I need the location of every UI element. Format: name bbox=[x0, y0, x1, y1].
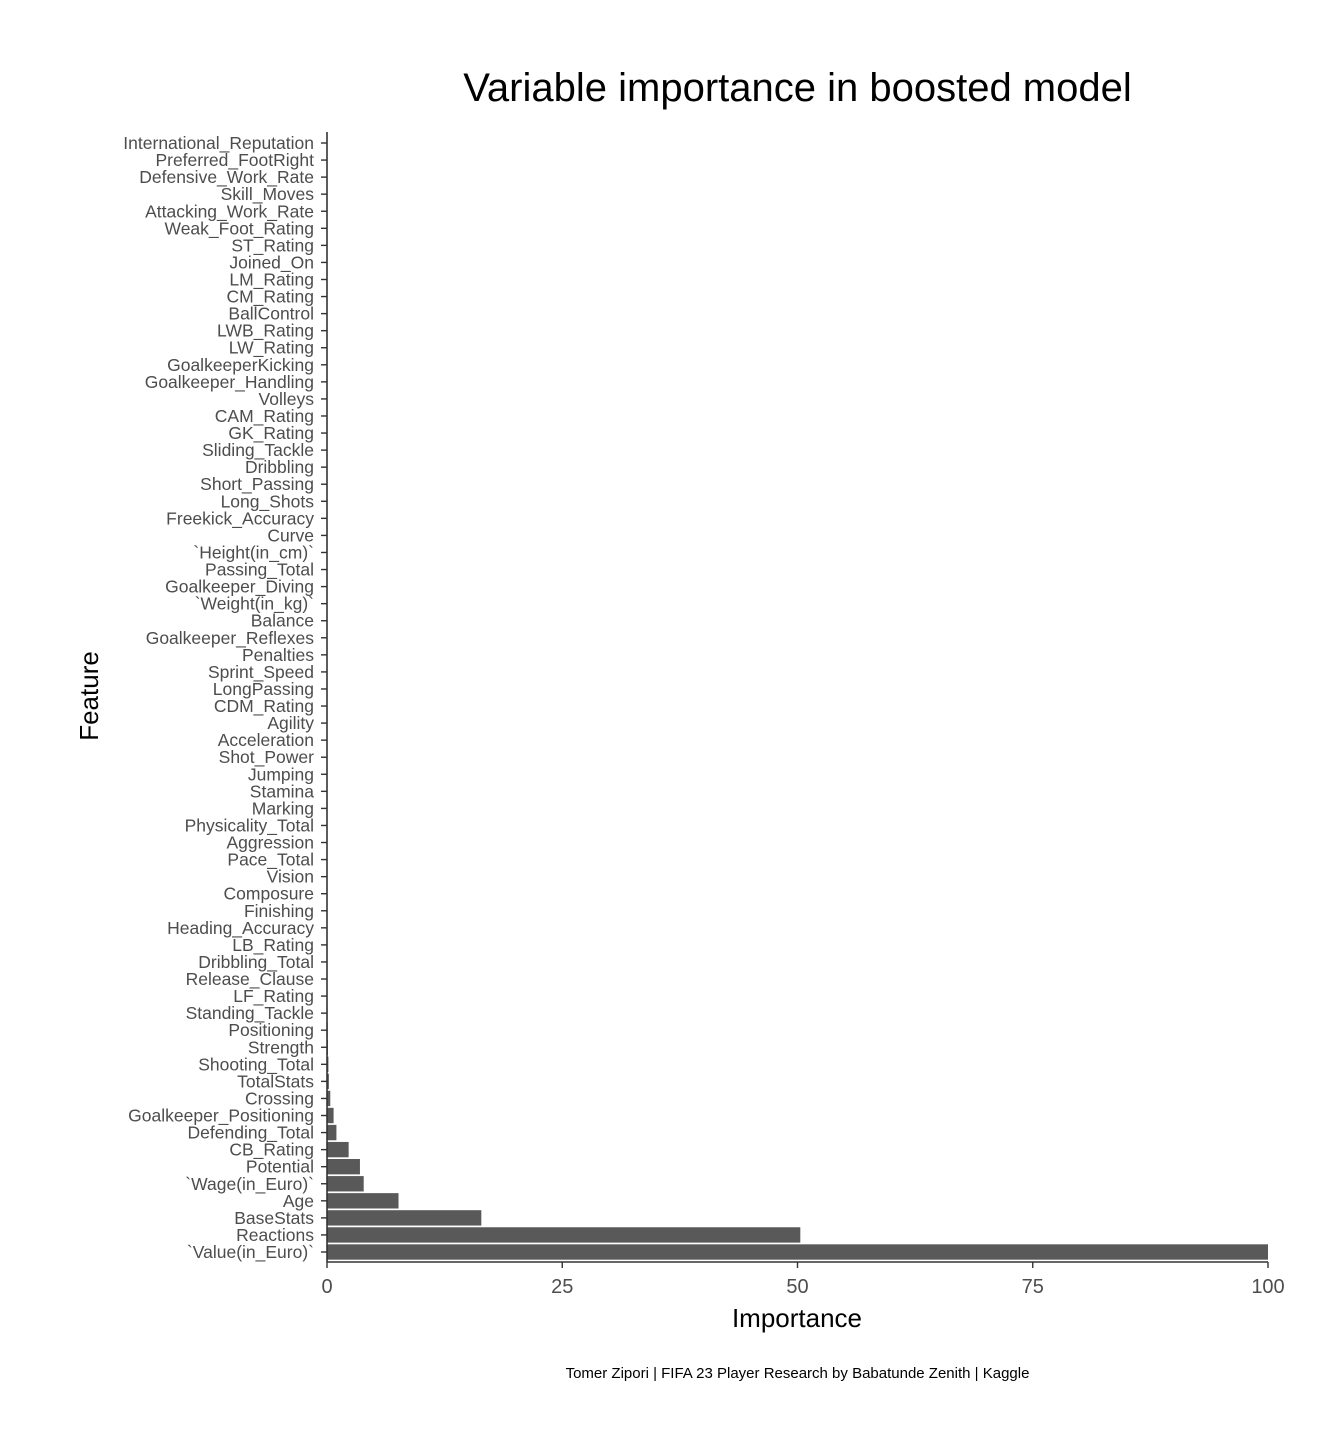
bar bbox=[327, 1159, 360, 1175]
y-tick-label: Pace_Total bbox=[227, 850, 314, 871]
x-tick-label: 25 bbox=[551, 1276, 573, 1298]
bar bbox=[327, 1227, 801, 1243]
y-tick-label: Stamina bbox=[250, 781, 314, 801]
y-tick-label: Agility bbox=[267, 713, 314, 733]
y-tick-label: LWB_Rating bbox=[217, 321, 314, 342]
y-tick-label: Acceleration bbox=[218, 730, 314, 750]
y-tick-label: GoalkeeperKicking bbox=[167, 355, 314, 375]
y-tick-label: Goalkeeper_Positioning bbox=[128, 1106, 314, 1127]
y-tick-label: Composure bbox=[224, 884, 314, 904]
y-tick-label: Preferred_FootRight bbox=[155, 150, 314, 171]
y-tick-label: Short_Passing bbox=[200, 474, 314, 495]
y-tick-label: BallControl bbox=[228, 304, 314, 324]
y-tick-label: Long_Shots bbox=[221, 491, 315, 512]
y-tick-label: Goalkeeper_Handling bbox=[145, 372, 314, 393]
bar bbox=[327, 1141, 349, 1158]
y-tick-label: Reactions bbox=[236, 1225, 314, 1245]
y-tick-label: Skill_Moves bbox=[221, 184, 315, 205]
y-tick-label: Freekick_Accuracy bbox=[166, 508, 314, 529]
y-tick-label: Defending_Total bbox=[188, 1123, 314, 1144]
bar bbox=[327, 1210, 482, 1226]
bar bbox=[327, 1107, 334, 1124]
y-tick-label: `Weight(in_kg)` bbox=[195, 594, 314, 615]
y-axis: International_ReputationPreferred_FootRi… bbox=[123, 132, 328, 1263]
y-tick-label: Volleys bbox=[259, 389, 315, 409]
y-tick-label: Goalkeeper_Reflexes bbox=[146, 628, 315, 649]
y-tick-label: Positioning bbox=[228, 1020, 314, 1040]
y-tick-label: Physicality_Total bbox=[185, 815, 314, 836]
y-tick-label: Passing_Total bbox=[205, 560, 314, 581]
y-tick-label: Attacking_Work_Rate bbox=[145, 201, 314, 222]
bar bbox=[327, 1244, 1268, 1260]
bar bbox=[327, 1176, 364, 1192]
y-tick-label: CDM_Rating bbox=[214, 696, 314, 717]
y-tick-label: Crossing bbox=[245, 1088, 314, 1108]
y-tick-label: International_Reputation bbox=[123, 133, 314, 154]
y-tick-label: Shooting_Total bbox=[198, 1054, 314, 1075]
x-axis: 0 25 50 75 100 bbox=[321, 1261, 1285, 1298]
y-tick-label: BaseStats bbox=[234, 1208, 314, 1228]
y-tick-label: Penalties bbox=[242, 645, 314, 665]
x-tick-label: 0 bbox=[321, 1276, 332, 1298]
y-tick-label: Age bbox=[283, 1191, 314, 1211]
y-tick-label: Dribbling_Total bbox=[198, 952, 314, 973]
x-tick-label: 75 bbox=[1022, 1276, 1044, 1298]
y-axis-label: Feature bbox=[74, 651, 104, 741]
y-tick-label: `Height(in_cm)` bbox=[193, 542, 314, 563]
x-axis-label: Importance bbox=[732, 1303, 862, 1333]
chart-title: Variable importance in boosted model bbox=[463, 66, 1132, 110]
y-tick-label: Release_Clause bbox=[186, 969, 314, 990]
y-tick-label: LW_Rating bbox=[229, 338, 314, 359]
y-tick-label: LongPassing bbox=[213, 679, 314, 699]
y-tick-label: Dribbling bbox=[245, 457, 314, 477]
bars-group bbox=[327, 937, 1268, 1260]
y-tick-label: TotalStats bbox=[237, 1071, 314, 1091]
y-tick-label: Aggression bbox=[226, 833, 314, 853]
y-tick-label: CM_Rating bbox=[226, 287, 314, 308]
y-tick-label: Weak_Foot_Rating bbox=[165, 218, 315, 239]
y-tick-label: Heading_Accuracy bbox=[167, 918, 314, 939]
y-tick-label: `Value(in_Euro)` bbox=[187, 1242, 314, 1263]
bar bbox=[327, 1090, 331, 1107]
y-tick-label: Sliding_Tackle bbox=[202, 440, 314, 461]
y-tick-label: Joined_On bbox=[229, 252, 314, 273]
chart-caption: Tomer Zipori | FIFA 23 Player Research b… bbox=[565, 1365, 1030, 1382]
y-tick-label: ST_Rating bbox=[231, 235, 314, 256]
y-tick-label: Potential bbox=[246, 1157, 314, 1177]
bar bbox=[327, 1193, 399, 1209]
y-tick-label: Vision bbox=[267, 867, 314, 887]
y-tick-label: Marking bbox=[252, 798, 314, 818]
y-tick-label: Curve bbox=[267, 525, 314, 545]
x-tick-label: 100 bbox=[1251, 1276, 1284, 1298]
y-tick-label: LB_Rating bbox=[232, 935, 314, 956]
y-tick-label: Sprint_Speed bbox=[208, 662, 314, 683]
bar bbox=[327, 1073, 329, 1090]
y-tick-label: Balance bbox=[251, 611, 314, 631]
y-tick-label: Standing_Tackle bbox=[186, 1003, 314, 1024]
y-tick-label: Strength bbox=[248, 1037, 314, 1057]
y-tick-label: CAM_Rating bbox=[215, 406, 314, 427]
y-tick-label: Goalkeeper_Diving bbox=[165, 577, 314, 598]
y-tick-label: Shot_Power bbox=[219, 747, 315, 768]
y-tick-label: GK_Rating bbox=[228, 423, 314, 444]
y-tick-label: LF_Rating bbox=[233, 986, 314, 1007]
y-tick-label: LM_Rating bbox=[229, 269, 314, 290]
y-tick-label: CB_Rating bbox=[229, 1140, 314, 1161]
y-tick-label: Jumping bbox=[248, 764, 314, 784]
y-tick-label: `Wage(in_Euro)` bbox=[185, 1174, 314, 1195]
y-tick-label: Finishing bbox=[244, 901, 314, 921]
bar bbox=[327, 1124, 337, 1141]
x-tick-label: 50 bbox=[786, 1276, 808, 1298]
y-tick-label: Defensive_Work_Rate bbox=[139, 167, 314, 188]
